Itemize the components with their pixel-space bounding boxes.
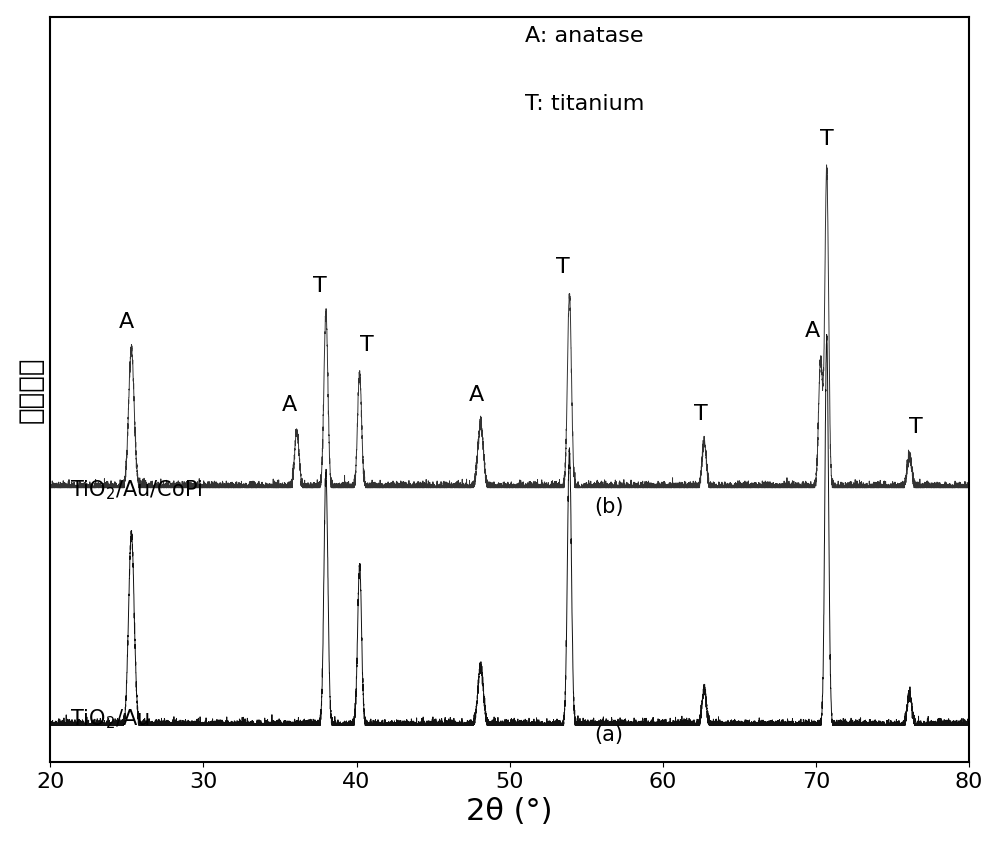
- Text: T: T: [360, 335, 374, 355]
- Text: T: T: [909, 417, 922, 438]
- Text: T: T: [313, 276, 327, 296]
- Text: A: A: [468, 385, 484, 405]
- X-axis label: 2θ (°): 2θ (°): [466, 797, 553, 826]
- Text: (b): (b): [594, 497, 623, 517]
- Text: T: T: [820, 129, 834, 149]
- Y-axis label: 相对强度: 相对强度: [17, 356, 45, 422]
- Text: T: titanium: T: titanium: [525, 94, 644, 115]
- Text: A: A: [805, 321, 821, 341]
- Text: T: T: [556, 257, 570, 277]
- Text: T: T: [694, 404, 708, 424]
- Text: A: anatase: A: anatase: [525, 26, 643, 46]
- Text: A: A: [282, 395, 297, 415]
- Text: (a): (a): [594, 726, 623, 745]
- Text: TiO$_2$/Au: TiO$_2$/Au: [70, 707, 150, 731]
- Text: TiO$_2$/Au/CoPi: TiO$_2$/Au/CoPi: [70, 479, 203, 502]
- Text: A: A: [119, 312, 134, 332]
